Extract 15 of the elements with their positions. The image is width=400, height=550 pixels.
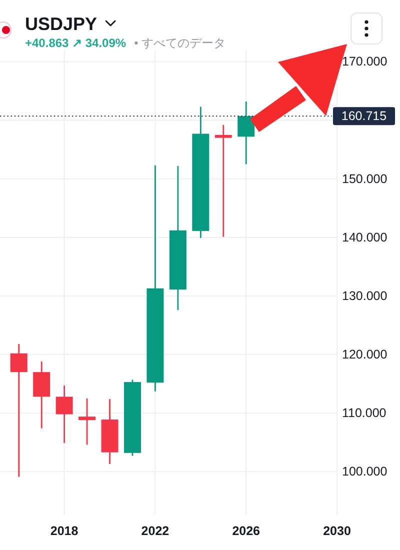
x-tick-label: 2026 — [232, 524, 260, 538]
text: • すべてのデータ — [134, 36, 226, 50]
chart-title: USDJPY — [25, 14, 98, 34]
y-tick-label: 130.000 — [342, 288, 388, 303]
y-tick-label: 110.000 — [342, 406, 386, 420]
y-tick-label: 170.000 — [342, 54, 388, 69]
y-tick-label: 150.000 — [342, 172, 388, 186]
y-tick-label: 120.000 — [342, 348, 388, 362]
y-tick-label: 140.000 — [342, 230, 388, 244]
y-tick-label: 100.000 — [342, 464, 388, 479]
x-tick-label: 2030 — [323, 524, 351, 538]
ref-line-label: 160.715 — [341, 109, 387, 124]
x-tick-label: 2018 — [50, 524, 78, 538]
x-tick-label: 2022 — [141, 524, 170, 538]
chart-subtitle: +40.863 ↗ 34.09% — [25, 36, 126, 50]
